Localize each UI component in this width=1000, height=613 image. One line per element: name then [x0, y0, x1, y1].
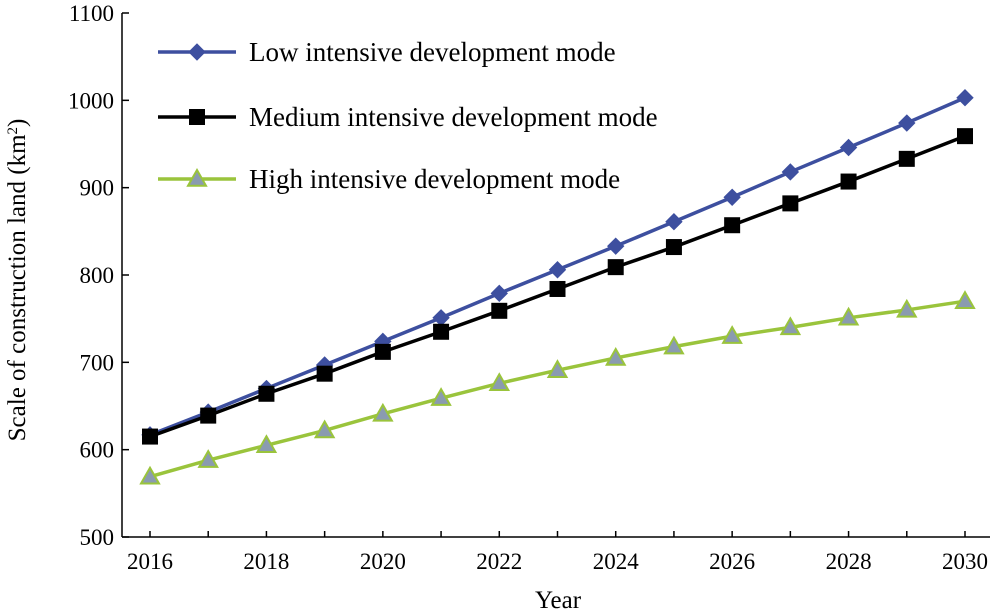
- data-point: [896, 298, 918, 318]
- data-point: [839, 138, 858, 157]
- data-point: [723, 188, 741, 206]
- legend-item: Medium intensive development mode: [158, 102, 658, 132]
- data-point: [607, 259, 624, 276]
- data-point: [491, 302, 508, 319]
- y-tick-label: 500: [80, 525, 115, 550]
- y-tick-label: 1100: [69, 1, 114, 26]
- data-point: [957, 128, 973, 145]
- data-point: [490, 284, 508, 303]
- x-tick-label: 2030: [942, 549, 988, 574]
- data-point: [954, 290, 976, 309]
- data-point: [255, 434, 278, 454]
- data-point: [721, 325, 743, 344]
- legend-marker: [188, 43, 206, 61]
- y-axis-title-end: ): [4, 119, 31, 127]
- data-point: [258, 385, 275, 402]
- data-point: [779, 316, 802, 336]
- data-point: [898, 150, 915, 167]
- data-point: [316, 365, 333, 382]
- data-point: [956, 89, 974, 107]
- data-point: [604, 346, 627, 366]
- data-point: [200, 407, 217, 424]
- legend-label: High intensive development mode: [249, 164, 620, 194]
- legend: Low intensive development mode Medium int…: [158, 37, 658, 194]
- data-point: [549, 280, 566, 297]
- data-point: [488, 372, 511, 392]
- data-point: [313, 419, 336, 439]
- legend-marker: [189, 109, 205, 125]
- data-point: [433, 323, 450, 340]
- x-tick-label: 2028: [826, 549, 872, 574]
- x-tick-label: 2020: [360, 549, 406, 574]
- data-point: [781, 163, 800, 181]
- series-triangle: [139, 290, 976, 485]
- x-tick-label: 2026: [709, 549, 755, 574]
- data-point: [430, 387, 452, 406]
- data-point: [432, 309, 450, 327]
- x-axis-ticks: 2016 2018 2020 2022 2024 2026 2028 2030: [127, 531, 988, 574]
- x-tick-label: 2024: [593, 549, 640, 574]
- series-layer: [139, 89, 976, 485]
- data-point: [197, 449, 219, 468]
- data-point: [607, 237, 625, 255]
- legend-label: Low intensive development mode: [249, 37, 616, 67]
- data-point: [142, 428, 158, 445]
- x-tick-label: 2016: [127, 549, 173, 574]
- data-point: [546, 359, 569, 378]
- y-tick-label: 900: [80, 176, 115, 201]
- x-axis-title: Year: [535, 587, 582, 613]
- y-axis-title: Scale of construction land (km2): [4, 119, 31, 442]
- y-axis-ticks: 500 600 700 800 900 1000 1100: [68, 1, 129, 550]
- data-point: [663, 335, 685, 355]
- data-point: [724, 217, 741, 234]
- data-point: [548, 261, 567, 279]
- data-point: [837, 306, 860, 326]
- y-tick-label: 1000: [68, 88, 114, 113]
- x-tick-label: 2022: [476, 549, 522, 574]
- y-tick-label: 700: [80, 350, 115, 375]
- legend-item: Low intensive development mode: [158, 37, 616, 67]
- x-tick-label: 2018: [243, 549, 289, 574]
- y-tick-label: 600: [80, 438, 115, 463]
- data-point: [139, 465, 161, 485]
- legend-item: High intensive development mode: [158, 164, 620, 194]
- data-point: [372, 402, 394, 422]
- data-point: [782, 195, 799, 212]
- legend-label: Medium intensive development mode: [249, 102, 658, 132]
- data-point: [665, 213, 683, 231]
- legend-marker: [186, 167, 208, 187]
- series-square: [142, 128, 973, 445]
- y-axis-title-main: Scale of construction land (km: [4, 134, 31, 441]
- data-point: [665, 239, 682, 256]
- data-point: [898, 114, 916, 132]
- data-point: [840, 173, 857, 190]
- y-tick-label: 800: [80, 263, 115, 288]
- data-point: [374, 343, 391, 360]
- y-axis-title-superscript: 2: [5, 127, 21, 135]
